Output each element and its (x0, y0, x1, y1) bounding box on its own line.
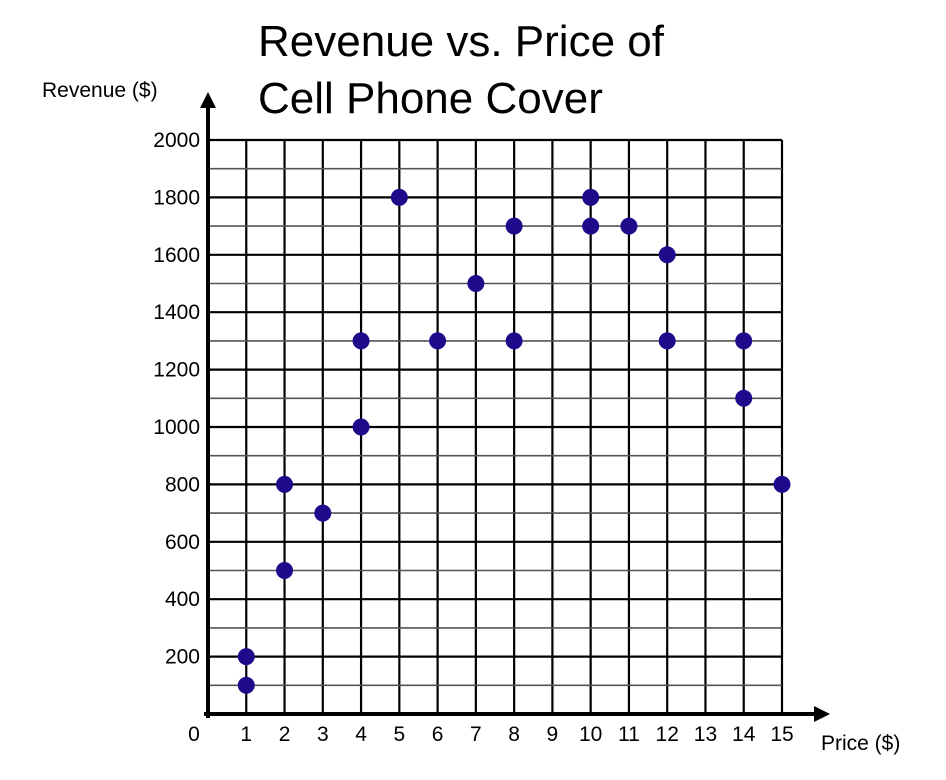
x-tick-label: 4 (355, 723, 367, 746)
data-point (658, 246, 676, 264)
y-tick-label: 2000 (153, 129, 200, 152)
y-tick-label: 600 (165, 531, 200, 554)
y-tick-label: 200 (165, 646, 200, 669)
data-points (237, 188, 791, 694)
x-tick-label: 15 (770, 723, 793, 746)
origin-label: 0 (188, 723, 200, 746)
data-point (735, 332, 753, 350)
x-tick-label: 6 (432, 723, 444, 746)
grid (208, 138, 784, 714)
x-tick-label: 2 (279, 723, 291, 746)
data-point (314, 504, 332, 522)
axes (200, 92, 830, 722)
data-point (390, 188, 408, 206)
data-point (467, 275, 485, 292)
data-point (582, 188, 600, 206)
x-tick-label: 13 (694, 723, 717, 746)
data-point (735, 389, 753, 407)
y-axis-label: Revenue ($) (42, 79, 158, 102)
data-point (352, 418, 370, 436)
data-point (582, 217, 600, 235)
data-point (505, 332, 523, 350)
x-tick-label: 11 (618, 723, 640, 746)
data-point (237, 648, 255, 666)
y-tick-label: 400 (165, 588, 200, 611)
x-tick-label: 7 (470, 723, 482, 746)
chart-title-line-2: Cell Phone Cover (258, 74, 603, 123)
data-point (505, 217, 523, 235)
data-point (352, 332, 370, 350)
y-tick-label: 1800 (153, 186, 200, 209)
x-axis-arrow (814, 706, 830, 722)
y-tick-label: 1200 (153, 359, 200, 382)
data-point (429, 332, 447, 350)
x-tick-label: 14 (732, 723, 756, 746)
x-tick-label: 1 (240, 723, 252, 746)
y-tick-label: 1000 (153, 416, 200, 439)
x-tick-label: 12 (656, 723, 679, 746)
x-tick-label: 9 (547, 723, 559, 746)
data-point (276, 475, 294, 493)
data-point (658, 332, 676, 350)
data-point (237, 676, 255, 694)
y-tick-label: 1400 (153, 301, 200, 324)
chart-title-line-1: Revenue vs. Price of (258, 17, 665, 66)
y-tick-label: 800 (165, 473, 200, 496)
x-tick-label: 10 (579, 723, 602, 746)
x-axis-label: Price ($) (821, 732, 900, 755)
x-tick-label: 5 (393, 723, 405, 746)
data-point (620, 217, 638, 235)
x-tick-label: 8 (508, 723, 520, 746)
y-axis-arrow (200, 92, 216, 108)
data-point (773, 475, 791, 493)
y-tick-label: 1600 (153, 244, 200, 267)
x-tick-label: 3 (317, 723, 329, 746)
data-point (276, 562, 294, 579)
